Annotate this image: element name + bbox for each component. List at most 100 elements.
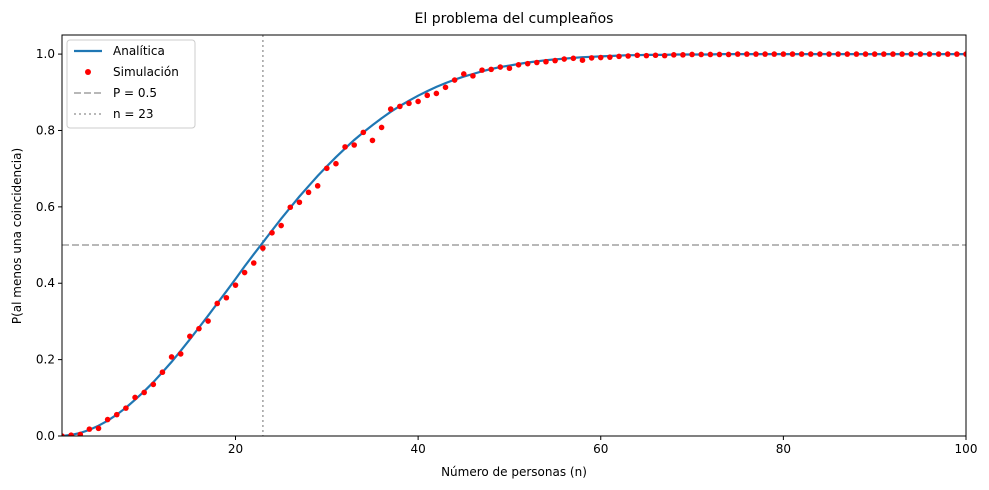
scatter-point-simulacion: [926, 51, 933, 57]
scatter-point-simulacion: [670, 52, 677, 58]
scatter-point-simulacion: [780, 51, 787, 57]
scatter-point-simulacion: [579, 57, 586, 64]
scatter-point-simulacion: [917, 51, 924, 57]
scatter-point-simulacion: [807, 51, 814, 57]
scatter-point-simulacion: [862, 51, 869, 57]
scatter-point-simulacion: [817, 51, 823, 57]
scatter-point-simulacion: [278, 222, 284, 229]
legend-entry-p-half-label: P = 0.5: [113, 86, 157, 100]
scatter-point-simulacion: [314, 183, 321, 189]
scatter-point-simulacion: [68, 432, 74, 436]
scatter-point-simulacion: [616, 53, 622, 60]
scatter-point-simulacion: [725, 51, 732, 58]
scatter-point-simulacion: [415, 98, 421, 105]
scatter-point-simulacion: [488, 66, 494, 73]
scatter-point-simulacion: [643, 52, 650, 59]
scatter-point-simulacion: [543, 58, 549, 65]
scatter-point-simulacion: [552, 57, 558, 64]
scatter-point-simulacion: [771, 51, 778, 57]
scatter-point-simulacion: [351, 142, 358, 148]
scatter-point-simulacion: [305, 189, 312, 196]
scatter-point-simulacion: [86, 426, 93, 432]
scatter-point-simulacion: [223, 294, 230, 301]
scatter-point-simulacion: [954, 51, 960, 57]
legend-entry-n-23-label: n = 23: [113, 107, 154, 121]
scatter-point-simulacion: [460, 71, 467, 77]
scatter-point-simulacion: [113, 411, 120, 418]
legend-entry-simulacion-marker: [85, 69, 91, 75]
scatter-point-simulacion: [406, 100, 412, 107]
scatter-point-simulacion: [159, 369, 166, 376]
scatter-point-simulacion: [196, 325, 202, 332]
scatter-point-simulacion: [132, 394, 138, 401]
scatter-point-simulacion: [479, 67, 485, 73]
scatter-point-simulacion: [570, 55, 577, 62]
scatter-point-simulacion: [177, 351, 184, 357]
scatter-point-simulacion: [753, 51, 759, 57]
x-axis-label: Número de personas (n): [441, 465, 587, 479]
scatter-point-simulacion: [77, 431, 84, 436]
scatter-point-simulacion: [935, 51, 942, 57]
scatter-point-simulacion: [588, 55, 595, 61]
y-tick-label: 1.0: [36, 47, 55, 61]
scatter-point-simulacion: [744, 51, 750, 57]
scatter-point-simulacion: [95, 425, 102, 432]
scatter-point-simulacion: [214, 300, 221, 307]
scatter-point-simulacion: [561, 56, 568, 62]
scatter-point-simulacion: [524, 60, 531, 67]
scatter-point-simulacion: [607, 54, 613, 60]
scatter-point-simulacion: [287, 204, 294, 211]
scatter-point-simulacion: [433, 90, 440, 97]
y-tick-label: 0.4: [36, 276, 55, 290]
scatter-point-simulacion: [734, 51, 741, 57]
scatter-point-simulacion: [698, 51, 704, 58]
scatter-point-simulacion: [871, 51, 878, 57]
x-tick-label: 100: [955, 442, 978, 456]
plot-frame: [61, 34, 967, 437]
scatter-point-simulacion: [826, 51, 832, 57]
scatter-point-simulacion: [342, 144, 348, 150]
scatter-point-simulacion: [241, 269, 248, 276]
scatter-point-simulacion: [470, 73, 476, 79]
scatter-point-simulacion: [424, 92, 431, 99]
y-tick-label: 0.0: [36, 429, 55, 443]
y-tick-label: 0.2: [36, 353, 55, 367]
scatter-point-simulacion: [324, 165, 330, 172]
scatter-point-simulacion: [296, 199, 303, 206]
scatter-point-simulacion: [232, 282, 239, 288]
scatter-point-simulacion: [798, 51, 805, 57]
scatter-point-simulacion: [150, 381, 157, 388]
scatter-point-simulacion: [378, 124, 385, 131]
scatter-point-simulacion: [881, 51, 887, 57]
scatter-point-simulacion: [661, 52, 668, 59]
scatter-point-simulacion: [689, 51, 695, 58]
scatter-point-simulacion: [397, 103, 403, 110]
scatter-point-simulacion: [716, 51, 723, 58]
legend: Analítica Simulación P = 0.5 n = 23: [66, 39, 196, 129]
scatter-point-simulacion: [62, 433, 65, 436]
scatter-point-simulacion: [625, 53, 631, 59]
scatter-point-simulacion: [104, 416, 111, 423]
scatter-point-simulacion: [762, 51, 768, 57]
x-tick-label: 80: [776, 442, 791, 456]
scatter-point-simulacion: [123, 405, 129, 411]
scatter-point-simulacion: [168, 354, 175, 360]
series-line-analitica: [62, 52, 966, 436]
scatter-point-simulacion: [853, 51, 860, 57]
scatter-point-simulacion: [187, 333, 193, 340]
scatter-point-simulacion: [506, 65, 513, 72]
scatter-point-simulacion: [944, 51, 951, 57]
scatter-point-simulacion: [260, 245, 266, 251]
scatter-point-simulacion: [442, 84, 449, 91]
scatter-point-simulacion: [534, 59, 540, 66]
scatter-point-simulacion: [908, 51, 915, 57]
y-tick-label: 0.6: [36, 200, 55, 214]
scatter-point-simulacion: [652, 52, 659, 59]
scatter-point-simulacion: [360, 129, 367, 136]
scatter-point-simulacion: [680, 52, 686, 58]
legend-box: [66, 39, 196, 129]
y-tick-label: 0.8: [36, 123, 55, 137]
scatter-point-simulacion: [497, 64, 504, 70]
x-tick-label: 40: [410, 442, 425, 456]
